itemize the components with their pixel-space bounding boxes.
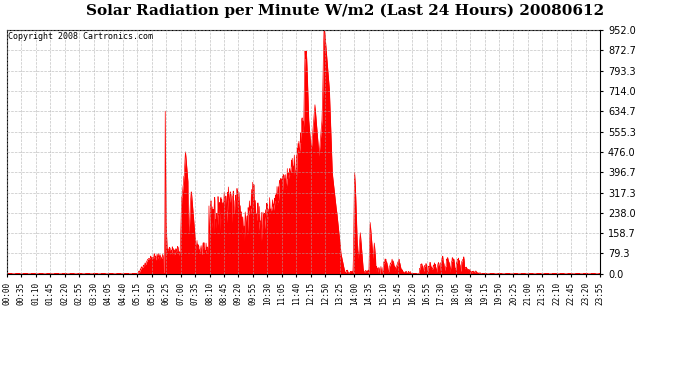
Text: Solar Radiation per Minute W/m2 (Last 24 Hours) 20080612: Solar Radiation per Minute W/m2 (Last 24… [86,4,604,18]
Text: Copyright 2008 Cartronics.com: Copyright 2008 Cartronics.com [8,33,153,42]
